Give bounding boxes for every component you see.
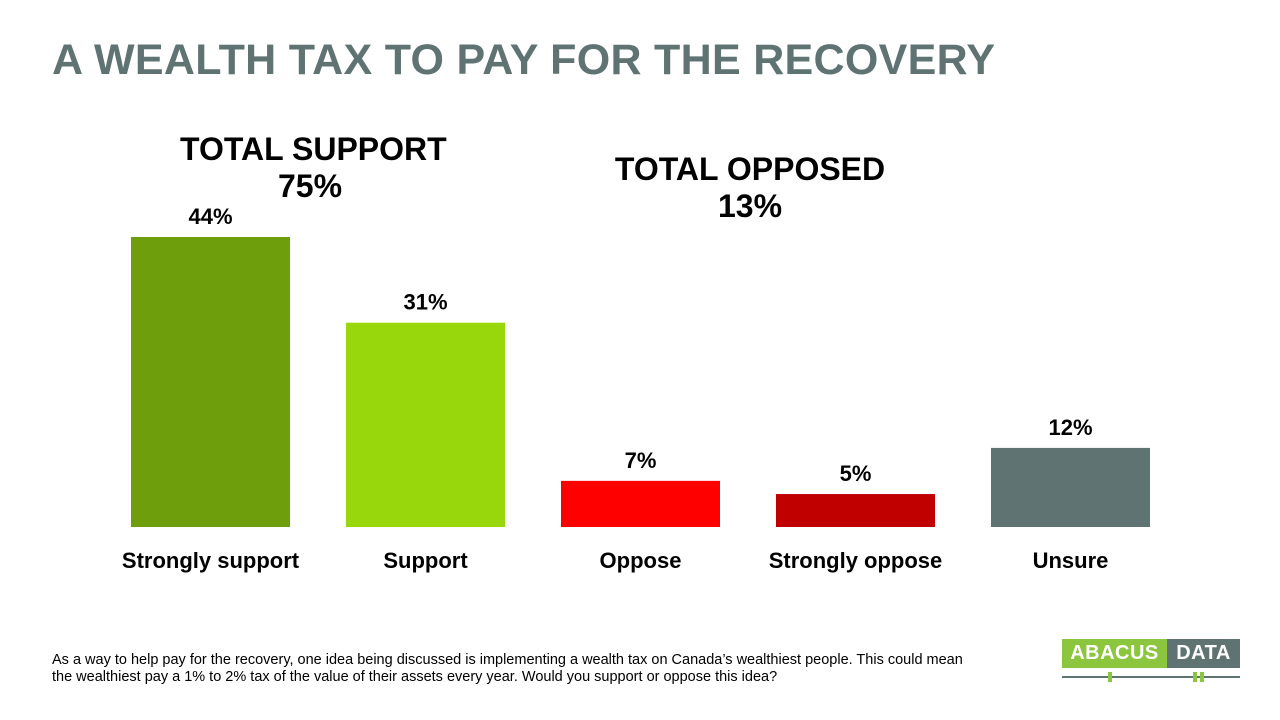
logo-tick-mark <box>1200 672 1204 682</box>
total-opposed-value: 13% <box>717 188 783 224</box>
logo-tick-mark <box>1108 672 1112 682</box>
logo-left-text: ABACUS <box>1062 639 1167 668</box>
total-opposed-label: TOTAL OPPOSED 13% <box>600 151 900 225</box>
data-label: 44% <box>188 204 232 229</box>
category-label: Unsure <box>1033 548 1109 573</box>
logo-right-text: DATA <box>1167 639 1240 668</box>
bar-support <box>346 322 505 527</box>
data-label: 5% <box>840 461 872 486</box>
total-support-value: 75% <box>277 168 343 204</box>
data-label: 7% <box>625 448 657 473</box>
total-opposed-heading: TOTAL OPPOSED <box>614 151 886 187</box>
survey-question: As a way to help pay for the recovery, o… <box>52 652 963 685</box>
bar-strongly-oppose <box>776 494 935 527</box>
bar-strongly-support <box>131 237 290 527</box>
total-support-heading: TOTAL SUPPORT <box>180 131 447 167</box>
page-title: A WEALTH TAX TO PAY FOR THE RECOVERY <box>52 36 996 84</box>
bar-chart: 44% Strongly support 31% Support 7% Oppose 5% S… <box>122 204 1150 573</box>
data-label: 12% <box>1048 415 1092 440</box>
logo-underline <box>1062 676 1240 678</box>
category-label: Strongly support <box>122 548 300 573</box>
bar-oppose <box>561 480 720 527</box>
logo-tick-mark <box>1193 672 1197 682</box>
category-label: Support <box>383 548 468 573</box>
category-label: Strongly oppose <box>769 548 943 573</box>
bar-unsure <box>991 447 1150 527</box>
category-label: Oppose <box>600 548 682 573</box>
total-support-label: TOTAL SUPPORT 75% <box>180 131 447 205</box>
data-label: 31% <box>403 290 447 315</box>
abacus-data-logo: ABACUS DATA <box>1062 639 1242 684</box>
